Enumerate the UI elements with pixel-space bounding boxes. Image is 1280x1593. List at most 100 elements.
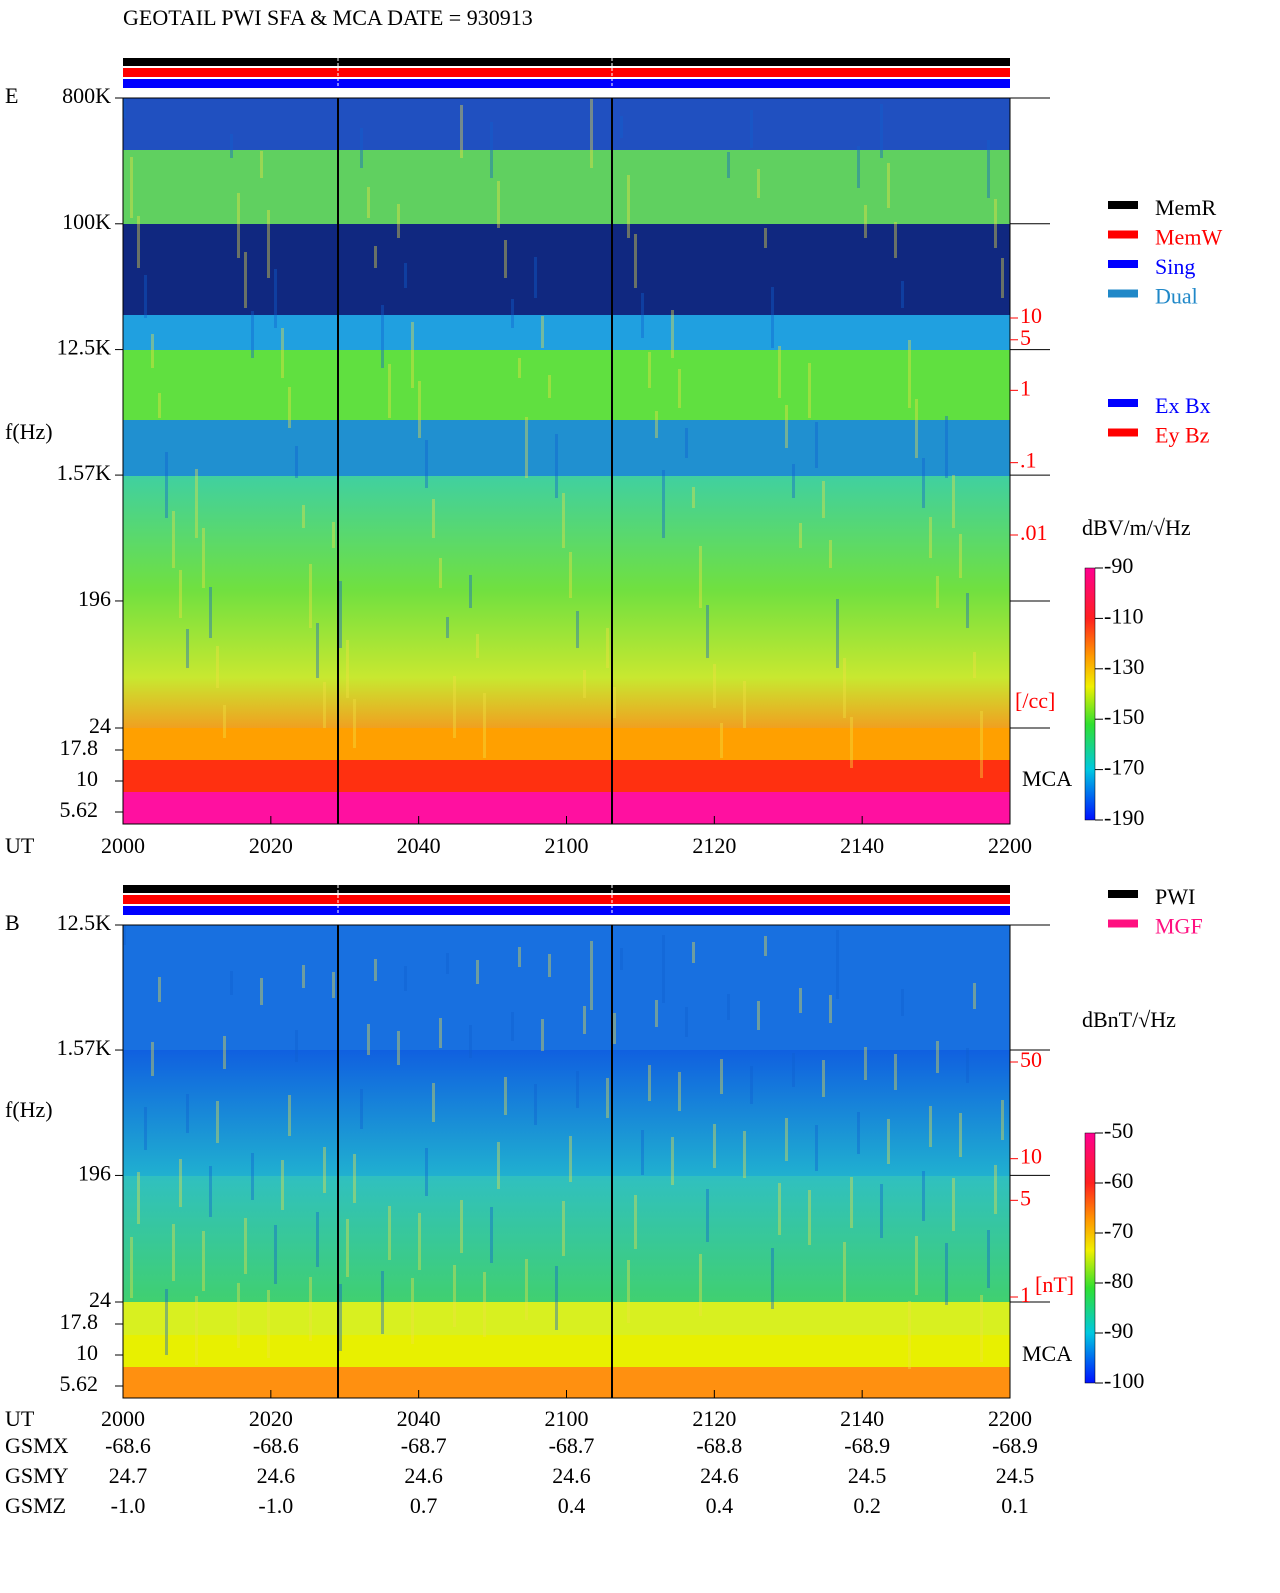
- spectrogram-streak: [743, 1131, 746, 1178]
- spectrogram-streak: [973, 983, 976, 1009]
- colorbar-tick-label: -150: [1104, 704, 1144, 729]
- spectrogram-streak: [929, 517, 932, 558]
- spectrogram-streak: [216, 646, 219, 688]
- spectrogram-streak: [388, 364, 391, 418]
- spectrogram-streak: [202, 528, 205, 588]
- orbit-row-label: GSMZ: [5, 1493, 66, 1518]
- spectrogram-streak: [606, 1078, 609, 1118]
- spectrogram-streak: [678, 1072, 681, 1111]
- spectrogram-streak: [655, 1000, 658, 1027]
- spectrogram-streak: [195, 469, 198, 538]
- spectrogram-streak: [987, 1230, 990, 1288]
- spectrogram-streak: [209, 587, 212, 638]
- panel-label: B: [5, 910, 20, 935]
- spectrogram-streak: [894, 222, 897, 258]
- spectrogram-streak: [706, 1189, 709, 1242]
- spectrogram-streak: [425, 440, 428, 488]
- spectrogram-streak: [525, 417, 528, 478]
- spectrogram-streak: [590, 941, 593, 1010]
- legend-label: Ey Bz: [1155, 423, 1210, 448]
- spectrogram-streak: [137, 1172, 140, 1224]
- orbit-row-label: GSMX: [5, 1433, 69, 1458]
- mca-label: MCA: [1022, 766, 1072, 791]
- spectrogram-streak: [792, 464, 795, 498]
- mca-tick-label: 5.62: [60, 797, 99, 822]
- status-bar: [123, 68, 1010, 77]
- spectrogram-streak: [404, 966, 407, 991]
- spectrogram-streak: [1001, 1100, 1004, 1140]
- spectrogram-streak: [130, 1237, 133, 1298]
- spectrogram-streak: [699, 546, 702, 608]
- mca-tick-label: 17.8: [60, 735, 99, 760]
- spectrogram-streak: [662, 470, 665, 538]
- spectrogram-streak: [980, 1295, 983, 1362]
- spectrogram-streak: [374, 246, 377, 268]
- spectrogram-streak: [518, 947, 521, 967]
- x-tick-label: 2100: [545, 833, 589, 858]
- spectrogram-streak: [251, 311, 254, 358]
- spectrogram-streak: [590, 99, 593, 168]
- spectrogram-streak: [483, 693, 486, 758]
- spectrogram-streak: [634, 234, 637, 288]
- orbit-value: 24.6: [404, 1463, 443, 1488]
- spectrogram-streak: [381, 305, 384, 368]
- spectrogram-streak: [518, 358, 521, 378]
- spectrogram-streak: [952, 1178, 955, 1231]
- spectrogram-streak: [497, 181, 500, 228]
- y2-tick-label: .1: [1020, 448, 1037, 473]
- spectrogram-band: [123, 476, 1010, 728]
- y2-tick-label: 1: [1020, 375, 1031, 400]
- spectrogram-streak: [966, 1048, 969, 1083]
- spectrogram-streak: [771, 1248, 774, 1309]
- spectrogram-streak: [172, 511, 175, 568]
- spectrogram-streak: [411, 1278, 414, 1344]
- colorbar-label: dBV/m/√Hz: [1082, 515, 1191, 540]
- spectrogram-streak: [158, 977, 161, 1002]
- y2-tick-label: 1: [1020, 1282, 1031, 1307]
- spectrogram-streak: [397, 1031, 400, 1065]
- spectrogram-streak: [186, 1094, 189, 1133]
- spectrogram-streak: [309, 564, 312, 628]
- spectrogram-streak: [713, 1124, 716, 1168]
- status-bar: [123, 906, 1010, 915]
- spectrogram-streak: [685, 428, 688, 458]
- spectrogram-streak: [864, 1047, 867, 1080]
- colorbar-tick-label: -90: [1104, 1318, 1133, 1343]
- spectrogram-streak: [929, 1106, 932, 1147]
- orbit-value: 24.6: [257, 1463, 296, 1488]
- spectrogram-streak: [267, 210, 270, 278]
- spectrogram-streak: [880, 1184, 883, 1238]
- y2-tick-label: 5: [1020, 1185, 1031, 1210]
- spectrogram-streak: [792, 1053, 795, 1087]
- legend-label: Sing: [1155, 254, 1195, 279]
- spectrogram-streak: [367, 187, 370, 218]
- spectrogram-streak: [850, 717, 853, 768]
- orbit-value: -68.7: [549, 1433, 595, 1458]
- spectrogram-streak: [562, 1201, 565, 1256]
- spectrogram-streak: [374, 959, 377, 981]
- status-bar: [123, 58, 1010, 66]
- spectrogram-streak: [353, 699, 356, 748]
- spectrogram-streak: [843, 1242, 846, 1302]
- spectrogram-streak: [857, 1112, 860, 1154]
- spectrogram-streak: [353, 1154, 356, 1203]
- x-tick-label: 2120: [692, 1406, 736, 1431]
- spectrogram-streak: [808, 1190, 811, 1245]
- spectrogram-streak: [534, 257, 537, 298]
- spectrogram-streak: [511, 299, 514, 328]
- orbit-value: 0.7: [410, 1493, 438, 1518]
- spectrogram-band: [123, 98, 1010, 150]
- spectrogram-streak: [555, 1266, 558, 1330]
- x-tick-label: 2120: [692, 833, 736, 858]
- orbit-value: 24.5: [848, 1463, 887, 1488]
- spectrogram-streak: [922, 458, 925, 508]
- spectrogram-streak: [490, 1207, 493, 1263]
- spectrogram-streak: [713, 664, 716, 708]
- orbit-value: -68.6: [105, 1433, 151, 1458]
- mca-tick-label: 5.62: [60, 1371, 99, 1396]
- y2-axis-label: [/cc]: [1015, 688, 1055, 713]
- spectrogram-streak: [195, 1296, 198, 1365]
- orbit-row-label: GSMY: [5, 1463, 69, 1488]
- colorbar-tick-label: -80: [1104, 1268, 1133, 1293]
- orbit-value: 0.1: [1001, 1493, 1029, 1518]
